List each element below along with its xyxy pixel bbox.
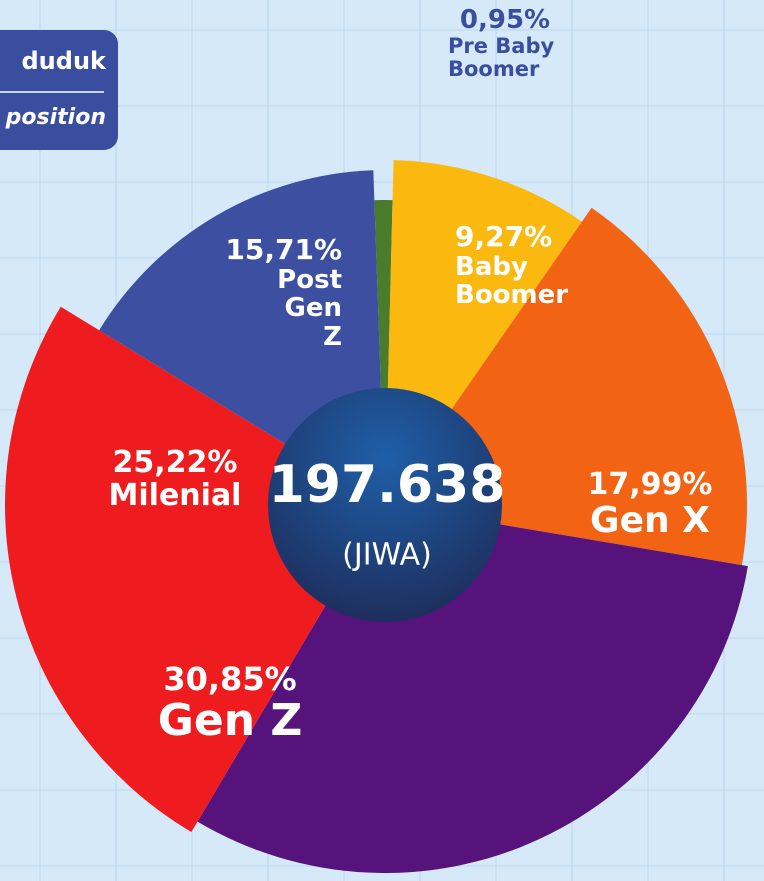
label: 17,99% Gen X [560,468,740,541]
category-label: Gen X [590,500,710,541]
center-circle [268,388,502,622]
center-value: 197.638 [269,455,506,515]
badge [0,30,118,150]
category-label: Gen Z [157,695,303,747]
category-label: Pre Baby Boomer [448,33,555,81]
label: 9,27% Baby Boomer [455,220,585,311]
category-label: Milenial [108,478,242,513]
category-label: Post Gen Z [277,264,342,352]
value-label: 30,85% [163,660,297,698]
pie-sector [4,306,385,832]
category-label: Baby Boomer [455,251,569,311]
value-label: 9,27% [455,220,553,253]
label: 15,71% Post Gen Z [210,233,342,352]
label: 0,95% Pre Baby Boomer [430,6,580,81]
center-unit: (JIWA) [342,538,432,573]
value-label: 17,99% [587,467,713,502]
value-label: 15,71% [225,233,342,266]
label: 25,22% Milenial [85,446,265,512]
value-label: 0,95% [459,5,551,35]
pie-sector [374,200,393,505]
badge-subtitle: position [5,105,106,130]
badge-title: duduk [22,47,108,75]
label: 30,85% Gen Z [130,660,330,747]
value-label: 25,22% [112,445,238,480]
